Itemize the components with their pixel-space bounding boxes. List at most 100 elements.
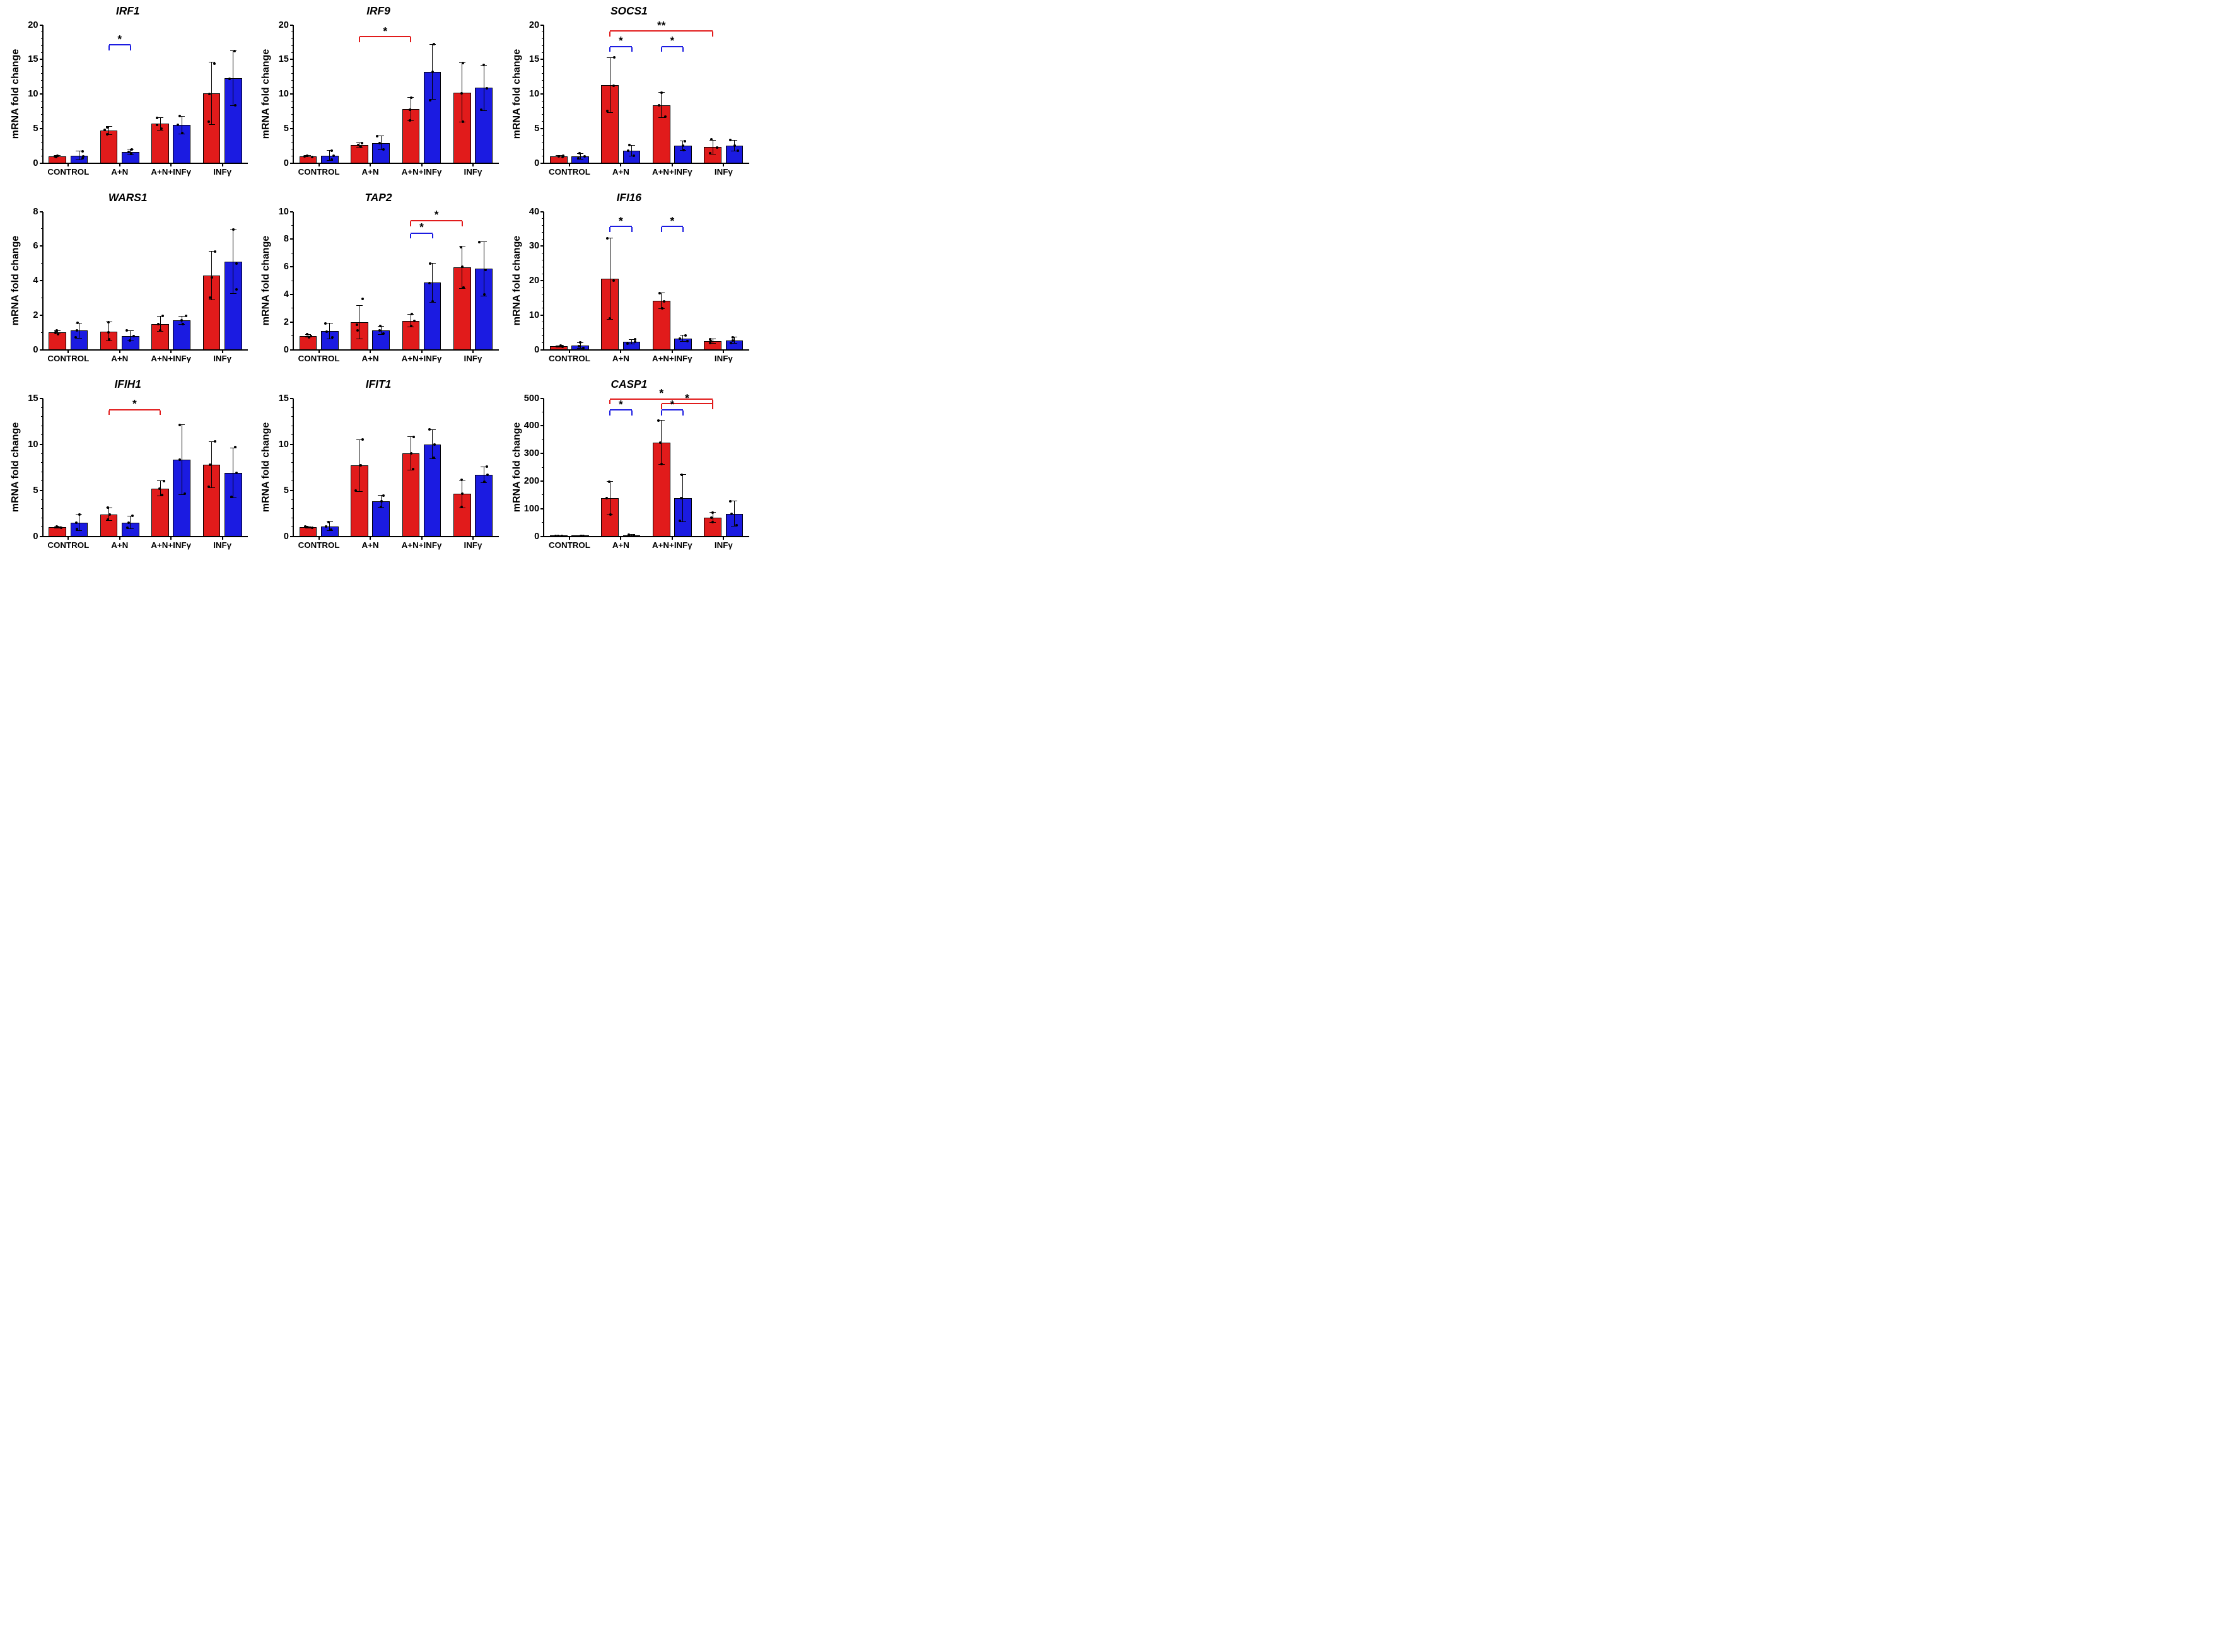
data-point <box>682 149 685 151</box>
y-minor-tick <box>542 467 544 468</box>
data-point <box>557 535 559 537</box>
data-point <box>679 337 681 340</box>
x-tick-label: A+N+INFγ <box>402 537 442 550</box>
data-point <box>480 108 482 111</box>
sig-bracket <box>108 45 110 50</box>
x-tick-label: A+N <box>111 350 128 363</box>
sig-bracket <box>682 227 684 232</box>
data-point <box>562 154 564 157</box>
data-point <box>60 526 62 529</box>
y-tick-label: 10 <box>28 439 42 450</box>
data-point <box>559 344 562 347</box>
x-tick-label: INFγ <box>213 163 231 177</box>
bar-a <box>300 156 317 163</box>
y-minor-tick <box>542 87 544 88</box>
data-point <box>433 43 435 45</box>
sig-bracket <box>661 404 662 409</box>
data-point <box>609 317 611 320</box>
data-point <box>156 124 158 126</box>
data-point <box>327 521 330 523</box>
plot-area: 0246810CONTROLA+NA+N+INFγINFγ** <box>293 212 499 350</box>
errorbar-cap <box>106 340 112 341</box>
y-tick-label: 0 <box>284 532 293 542</box>
y-minor-tick <box>542 342 544 343</box>
data-point <box>57 333 59 335</box>
data-point <box>483 480 486 483</box>
data-point <box>664 115 667 118</box>
data-point <box>578 345 580 347</box>
sig-bracket <box>631 410 633 416</box>
data-point <box>626 342 629 345</box>
sig-bracket <box>609 32 610 37</box>
data-point <box>107 506 109 509</box>
data-point <box>410 96 412 99</box>
x-tick-label: A+N <box>111 163 128 177</box>
y-minor-tick <box>542 522 544 523</box>
data-point <box>634 338 636 340</box>
y-minor-tick <box>291 480 293 481</box>
errorbar-cap <box>680 341 686 342</box>
data-point <box>182 323 184 325</box>
chart-title: WARS1 <box>3 191 253 204</box>
sig-label: * <box>419 222 424 233</box>
y-minor-tick <box>41 508 43 509</box>
data-point <box>76 322 79 324</box>
data-point <box>431 71 434 73</box>
y-minor-tick <box>291 87 293 88</box>
sig-bracket <box>160 410 161 416</box>
data-point <box>378 142 381 144</box>
data-point <box>382 332 385 335</box>
data-point <box>433 443 436 446</box>
data-point <box>660 463 663 465</box>
data-point <box>578 152 581 154</box>
data-point <box>429 99 431 102</box>
data-point <box>361 298 364 300</box>
x-tick-label: A+N+INFγ <box>652 537 692 550</box>
data-point <box>579 341 581 344</box>
y-tick-label: 15 <box>279 393 293 404</box>
chart-title: TAP2 <box>253 191 503 204</box>
y-tick-label: 8 <box>284 234 293 244</box>
data-point <box>729 500 732 503</box>
data-point <box>412 468 414 470</box>
data-point <box>180 319 183 322</box>
y-axis-line <box>293 398 294 537</box>
x-tick-label: A+N <box>362 537 379 550</box>
y-minor-tick <box>291 453 293 454</box>
data-point <box>382 494 385 497</box>
data-point <box>332 154 335 157</box>
data-point <box>582 535 585 537</box>
errorbar <box>734 501 735 526</box>
sig-bracket <box>410 234 411 239</box>
bar-b <box>475 475 493 537</box>
x-tick-label: INFγ <box>715 350 733 363</box>
data-point <box>661 307 663 310</box>
data-point <box>178 115 181 117</box>
panel-ifit1: IFIT1051015CONTROLA+NA+N+INFγINFγmRNA fo… <box>253 376 503 562</box>
data-point <box>376 135 378 137</box>
data-point <box>357 144 359 146</box>
data-point <box>129 339 131 342</box>
y-minor-tick <box>542 38 544 39</box>
panel-tap2: TAP20246810CONTROLA+NA+N+INFγINFγ**mRNA … <box>253 189 503 376</box>
data-point <box>178 458 181 461</box>
sig-bracket <box>130 45 131 50</box>
data-point <box>159 329 161 332</box>
y-tick-label: 0 <box>33 345 42 355</box>
y-tick-label: 15 <box>279 54 293 64</box>
y-tick-label: 15 <box>529 54 544 64</box>
data-point <box>131 148 133 151</box>
data-point <box>54 155 56 158</box>
data-point <box>106 133 108 136</box>
x-tick-label: A+N+INFγ <box>402 163 442 177</box>
x-tick-label: CONTROL <box>298 537 340 550</box>
y-tick-label: 300 <box>524 448 544 458</box>
data-point <box>311 156 313 158</box>
data-point <box>613 56 616 59</box>
y-minor-tick <box>41 45 43 46</box>
data-point <box>658 104 660 107</box>
y-minor-tick <box>291 45 293 46</box>
sig-label: * <box>619 35 623 46</box>
x-tick-label: CONTROL <box>549 350 590 363</box>
data-point <box>78 513 81 516</box>
